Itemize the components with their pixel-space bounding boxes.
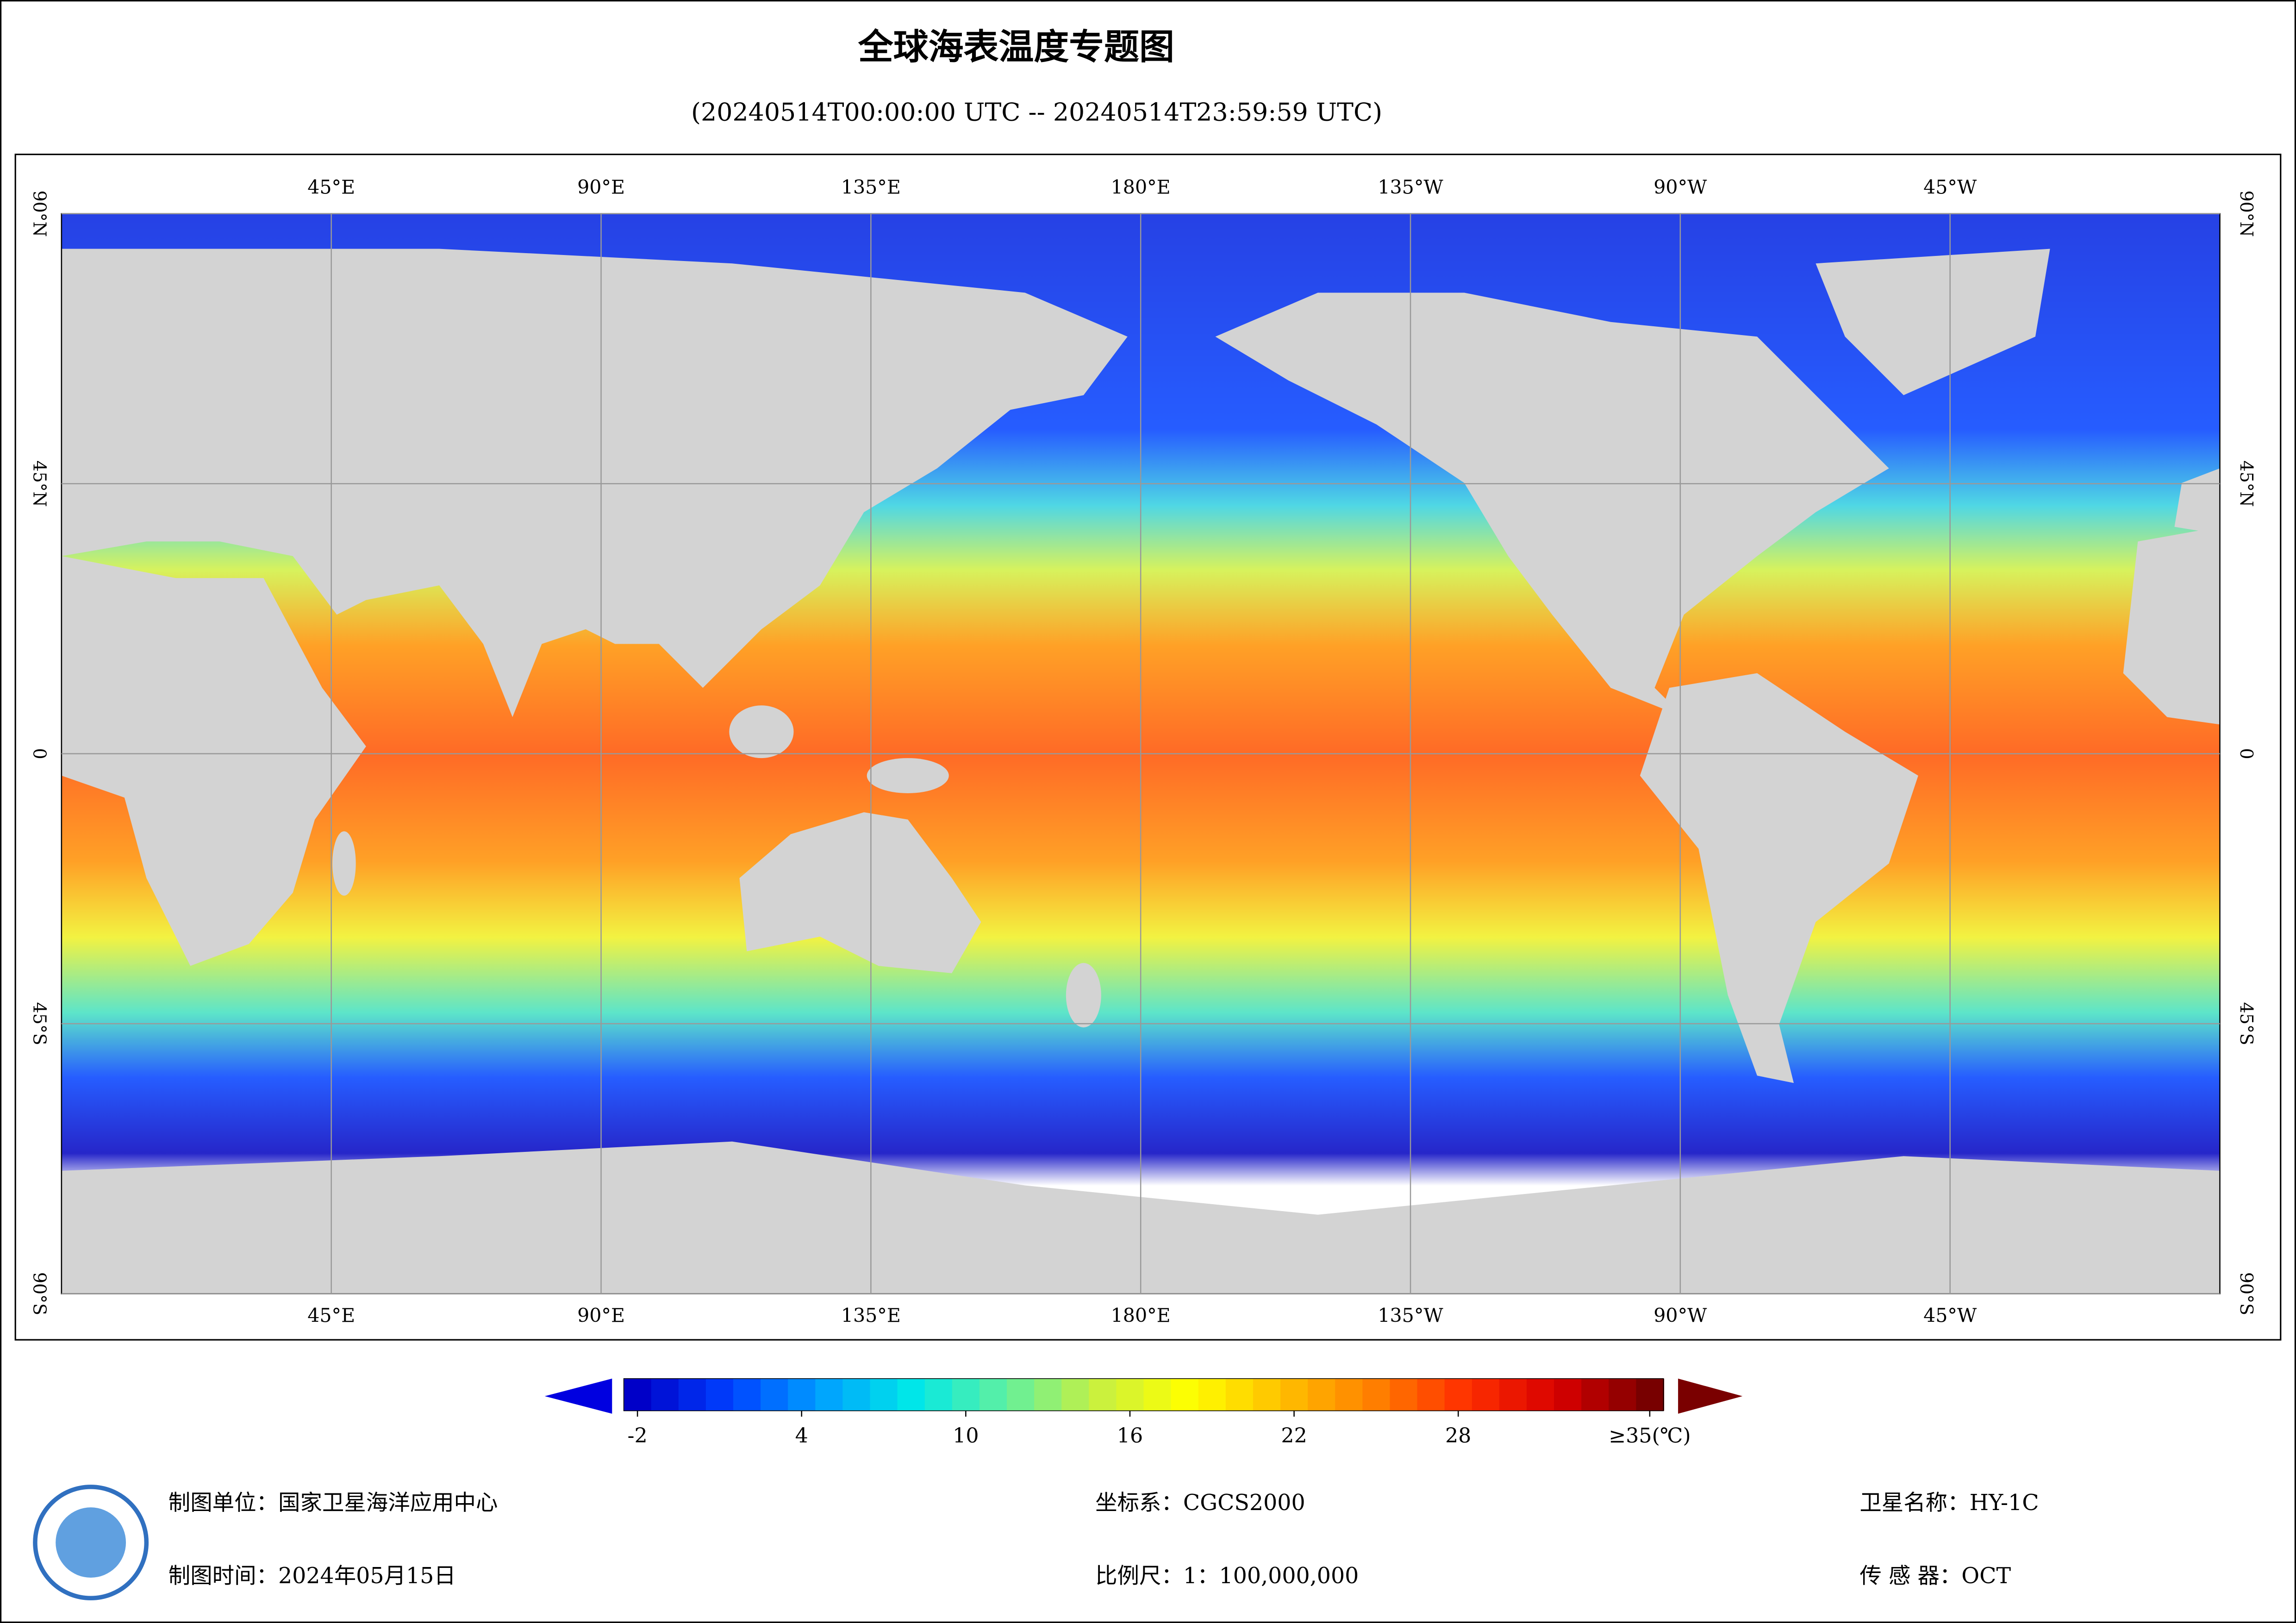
lat-tick-label: 90°N (30, 190, 50, 236)
colorbar-cell (842, 1378, 871, 1411)
footer-text: 传 感 器：OCT (1859, 1563, 2011, 1589)
title: 全球海表温度专题图 (858, 26, 1174, 68)
lat-tick-label: 90°S (30, 1272, 50, 1315)
lat-tick-label: 45°N (2236, 460, 2257, 507)
logo (33, 1485, 149, 1600)
lon-tick-label: 45°W (1923, 1305, 1977, 1327)
lon-tick-label: 45°E (307, 176, 355, 198)
colorbar-cell (924, 1378, 953, 1411)
colorbar-high-arrow (1678, 1378, 1743, 1414)
eurasia (61, 249, 1128, 717)
colorbar-cell (815, 1378, 843, 1411)
colorbar-cell (733, 1378, 761, 1411)
colorbar-cell (1581, 1378, 1610, 1411)
colorbar-cell (1526, 1378, 1555, 1411)
lat-tick-label: 90°N (2236, 190, 2257, 236)
north-america (1215, 292, 1889, 717)
africa (61, 556, 366, 966)
colorbar-cell (705, 1378, 734, 1411)
colorbar-cell (1609, 1378, 1637, 1411)
lon-tick-label: 90°W (1653, 1305, 1707, 1327)
lat-tick-label: 45°S (2236, 1002, 2257, 1045)
africa-europe-west (2123, 468, 2220, 725)
lat-tick-label: 45°N (30, 460, 50, 507)
colorbar-cell (1006, 1378, 1035, 1411)
colorbar-cell (1225, 1378, 1254, 1411)
colorbar-cell (1472, 1378, 1500, 1411)
colorbar-tick-label: -2 (628, 1424, 648, 1448)
colorbar-cell (761, 1378, 789, 1411)
colorbar-cell (1554, 1378, 1582, 1411)
colorbar-cell (897, 1378, 926, 1411)
colorbar-cell (788, 1378, 816, 1411)
lon-tick-label: 135°W (1378, 176, 1443, 198)
lon-tick-label: 45°E (307, 1305, 355, 1327)
colorbar-cell (678, 1378, 707, 1411)
new-zealand (1066, 963, 1101, 1027)
logo-globe (56, 1507, 126, 1578)
footer-text: 比例尺：1：100,000,000 (1095, 1563, 1359, 1589)
colorbar-cell (624, 1378, 652, 1411)
borneo (729, 705, 794, 759)
map-frame (14, 154, 2282, 1341)
lon-tick-label: 90°E (577, 1305, 625, 1327)
colorbar-cell (1034, 1378, 1062, 1411)
colorbar-cell (1636, 1378, 1665, 1411)
colorbar-cell (1171, 1378, 1199, 1411)
colorbar-tick-label: 28 (1445, 1424, 1471, 1448)
colorbar-cell (1143, 1378, 1172, 1411)
colorbar-cell (1335, 1378, 1363, 1411)
colorbar-cell (1390, 1378, 1418, 1411)
colorbar-cell (1061, 1378, 1090, 1411)
colorbar-cell (651, 1378, 680, 1411)
footer-text: 制图时间：2024年05月15日 (168, 1563, 456, 1589)
colorbar-cell (1499, 1378, 1528, 1411)
lat-tick-label: 90°S (2236, 1272, 2257, 1315)
colorbar-cell (1253, 1378, 1281, 1411)
lon-tick-label: 90°W (1653, 176, 1707, 198)
lon-tick-label: 180°E (1111, 176, 1171, 198)
colorbar-cell (1417, 1378, 1446, 1411)
colorbar-cell (1362, 1378, 1391, 1411)
new-guinea (867, 758, 949, 793)
colorbar-cell (1116, 1378, 1145, 1411)
lon-tick-label: 135°E (841, 176, 901, 198)
colorbar-tick-label: 4 (795, 1424, 808, 1448)
colorbar-cell (1089, 1378, 1117, 1411)
logo-ring (33, 1485, 149, 1600)
colorbar-border (623, 1378, 1664, 1412)
greenland (1816, 249, 2050, 395)
colorbar-low-arrow (544, 1378, 612, 1414)
madagascar (332, 831, 356, 896)
colorbar-tick-label: 22 (1281, 1424, 1307, 1448)
south-america (1640, 673, 1918, 1083)
lon-tick-label: 135°E (841, 1305, 901, 1327)
colorbar-cell (1308, 1378, 1336, 1411)
colorbar-cell (952, 1378, 980, 1411)
lat-tick-label: 0 (2236, 748, 2257, 759)
lon-tick-label: 90°E (577, 176, 625, 198)
colorbar-cell (979, 1378, 1008, 1411)
subtitle: (20240514T00:00:00 UTC -- 20240514T23:59… (691, 98, 1382, 127)
lat-tick-label: 45°S (30, 1002, 50, 1045)
colorbar-cell (870, 1378, 898, 1411)
colorbar-tick-label: ≥35(℃) (1609, 1424, 1691, 1448)
colorbar-tick-label: 16 (1117, 1424, 1143, 1448)
footer-text: 卫星名称：HY-1C (1859, 1490, 2039, 1516)
lon-tick-label: 135°W (1378, 1305, 1443, 1327)
lat-tick-label: 0 (30, 748, 50, 759)
australia (739, 812, 981, 973)
colorbar-tick-label: 10 (953, 1424, 979, 1448)
colorbar-cell (1198, 1378, 1227, 1411)
footer-text: 坐标系：CGCS2000 (1095, 1490, 1305, 1516)
colorbar-cell (1280, 1378, 1309, 1411)
colorbar-cell (1444, 1378, 1473, 1411)
lon-tick-label: 45°W (1923, 176, 1977, 198)
footer-text: 制图单位：国家卫星海洋应用中心 (168, 1490, 498, 1516)
lon-tick-label: 180°E (1111, 1305, 1171, 1327)
